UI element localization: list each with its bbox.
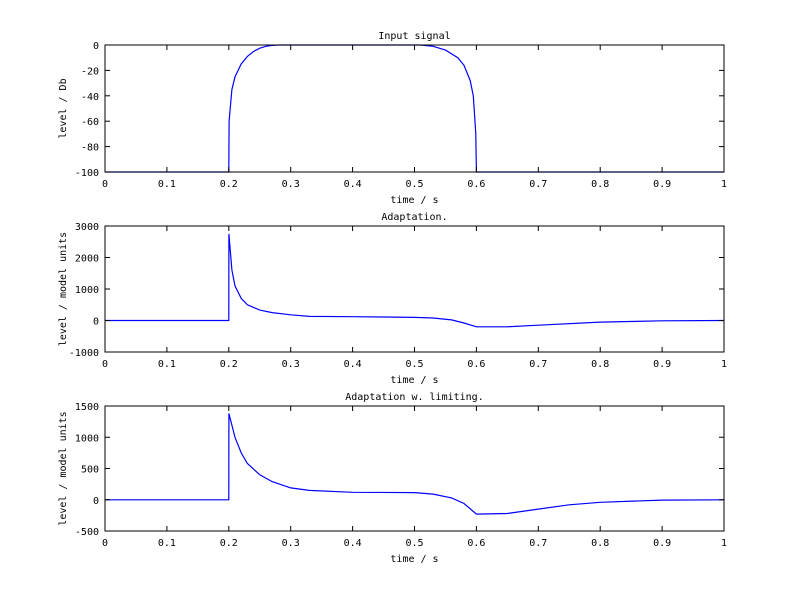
- x-tick-label: 0.5: [405, 179, 423, 190]
- x-tick-label: 0.6: [467, 179, 485, 190]
- y-tick-label: 1000: [75, 433, 99, 444]
- x-tick-label: 0.1: [158, 359, 176, 370]
- x-tick-label: 0.6: [467, 538, 485, 549]
- subplot-title: Adaptation.: [381, 212, 447, 223]
- y-tick-label: 1000: [75, 285, 99, 296]
- y-tick-label: -60: [81, 117, 99, 128]
- x-axis-label: time / s: [390, 195, 438, 206]
- y-axis-label: level / Db: [58, 78, 69, 138]
- x-tick-label: 0.4: [344, 179, 362, 190]
- x-tick-label: 0: [102, 359, 108, 370]
- x-tick-label: 0.6: [467, 359, 485, 370]
- x-tick-label: 0.5: [405, 538, 423, 549]
- x-tick-label: 0.8: [591, 179, 609, 190]
- x-tick-label: 0.7: [529, 179, 547, 190]
- y-tick-label: -500: [75, 527, 99, 538]
- y-axis-label: level / model units: [58, 411, 69, 525]
- subplot-1: 0 0.1 0.2 0.3 0.4 0.5 0.6 0.7 0.8 0.9 1 -100 -80 -60 -…: [58, 31, 727, 206]
- x-tick-label: 0.2: [220, 359, 238, 370]
- y-tick-label: 0: [93, 496, 99, 507]
- y-tick-label: -20: [81, 66, 99, 77]
- x-tick-label: 1: [721, 359, 727, 370]
- y-tick-label: 2000: [75, 254, 99, 265]
- x-tick-label: 0.7: [529, 538, 547, 549]
- subplot-title: Adaptation w. limiting.: [345, 392, 483, 403]
- y-tick-label: 0: [93, 41, 99, 52]
- x-axis-label: time / s: [390, 554, 438, 565]
- x-tick-label: 0.3: [282, 179, 300, 190]
- subplot-title: Input signal: [378, 31, 450, 42]
- x-tick-label: 0.9: [653, 179, 671, 190]
- subplot-2: 0 0.1 0.2 0.3 0.4 0.5 0.6 0.7 0.8 0.9 1-1000010002…: [58, 212, 727, 386]
- axes-frame: [104, 44, 725, 173]
- x-tick-label: 0.4: [344, 359, 362, 370]
- y-tick-label: -40: [81, 92, 99, 103]
- x-tick-label: 0: [102, 538, 108, 549]
- axes-frame: [104, 405, 725, 532]
- x-tick-label: 0.3: [282, 359, 300, 370]
- x-tick-label: 0.3: [282, 538, 300, 549]
- y-tick-label: 1500: [75, 402, 99, 413]
- y-tick-label: 3000: [75, 222, 99, 233]
- y-tick-label: -1000: [69, 348, 99, 359]
- series-line: [105, 413, 725, 515]
- subplot-3: 0 0.1 0.2 0.3 0.4 0.5 0.6 0.7 0.8 0.9 1-5000500100…: [58, 392, 727, 565]
- x-tick-label: 0.8: [591, 359, 609, 370]
- x-tick-label: 0.4: [344, 538, 362, 549]
- series-line: [105, 233, 725, 328]
- x-tick-label: 0.2: [220, 538, 238, 549]
- y-tick-label: 0: [93, 317, 99, 328]
- x-axis-label: time / s: [390, 375, 438, 386]
- x-tick-label: 0.8: [591, 538, 609, 549]
- x-tick-label: 0.9: [653, 538, 671, 549]
- x-tick-label: 0: [102, 179, 108, 190]
- y-tick-label: 500: [81, 465, 99, 476]
- x-tick-label: 0.7: [529, 359, 547, 370]
- y-tick-label: -80: [81, 143, 99, 154]
- y-axis-label: level / model units: [58, 232, 69, 346]
- x-tick-label: 0.5: [405, 359, 423, 370]
- x-tick-label: 0.1: [158, 179, 176, 190]
- x-tick-label: 0.2: [220, 179, 238, 190]
- x-tick-label: 1: [721, 179, 727, 190]
- y-tick-label: -100: [75, 168, 99, 179]
- x-tick-label: 1: [721, 538, 727, 549]
- series-line: [105, 44, 724, 173]
- x-tick-label: 0.9: [653, 359, 671, 370]
- axes-frame: [104, 225, 725, 353]
- x-tick-label: 0.1: [158, 538, 176, 549]
